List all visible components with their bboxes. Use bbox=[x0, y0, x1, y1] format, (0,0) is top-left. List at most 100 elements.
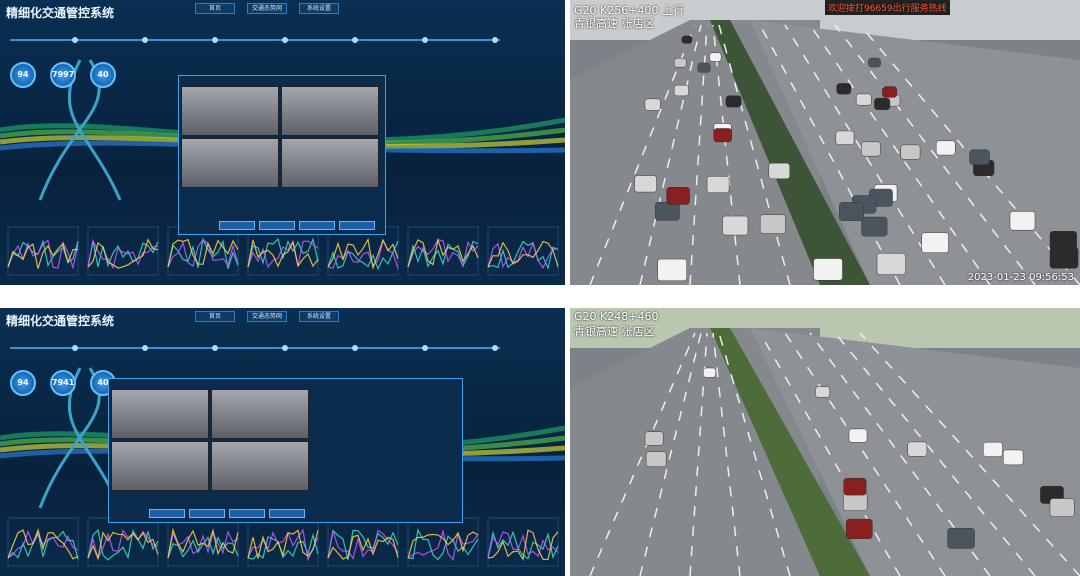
lane-line bbox=[859, 332, 1080, 576]
timeline-node bbox=[212, 37, 218, 43]
vehicle bbox=[861, 216, 888, 237]
camera-view: G20 K256+400 上行 青银高速 张店区 欢迎拨打96659出行服务热线 20… bbox=[570, 0, 1080, 285]
vehicle bbox=[848, 428, 868, 443]
vehicle bbox=[983, 441, 1003, 457]
vehicle bbox=[969, 149, 990, 165]
lane-line bbox=[718, 332, 791, 576]
stat-circle: 40 bbox=[90, 62, 116, 88]
action-button[interactable] bbox=[219, 221, 255, 230]
vehicle bbox=[768, 162, 790, 180]
vehicle bbox=[813, 258, 843, 281]
nav-tab[interactable]: 首页 bbox=[195, 3, 235, 14]
action-button[interactable] bbox=[259, 221, 295, 230]
vehicle bbox=[843, 492, 868, 511]
mini-chart-frame bbox=[407, 226, 479, 276]
lane-line bbox=[589, 24, 696, 285]
mini-chart-line bbox=[167, 238, 239, 268]
lane-line bbox=[718, 24, 791, 285]
vehicle bbox=[1049, 247, 1079, 269]
mini-chart-line bbox=[407, 528, 479, 562]
mini-chart-line bbox=[247, 239, 319, 268]
mini-chart-line bbox=[327, 529, 399, 560]
timeline-node bbox=[282, 345, 288, 351]
lane-line bbox=[639, 24, 702, 285]
vehicle bbox=[882, 86, 898, 98]
nav-tab[interactable]: 系统设置 bbox=[299, 3, 339, 14]
mini-chart-line bbox=[487, 240, 559, 268]
mini-chart-line bbox=[167, 238, 239, 268]
dashboard-panel: 精细化交通管控系统 首页 交通态势网 系统设置 94 7997 40 bbox=[0, 0, 565, 285]
mini-chart-frame bbox=[407, 517, 479, 567]
mini-chart-line bbox=[327, 241, 399, 271]
nav-tab[interactable]: 交通态势网 bbox=[247, 311, 287, 322]
lane-line bbox=[712, 332, 741, 576]
mini-chart-frame bbox=[167, 517, 239, 567]
vehicle bbox=[673, 57, 687, 68]
mini-chart-line bbox=[87, 238, 159, 270]
vehicle bbox=[644, 431, 664, 446]
action-button[interactable] bbox=[299, 221, 335, 230]
mini-chart-frame bbox=[327, 517, 399, 567]
camera-road: 青银高速 张店区 bbox=[574, 325, 655, 338]
camera-location: G20 K256+400 上行 bbox=[574, 4, 684, 17]
action-button[interactable] bbox=[339, 221, 375, 230]
mini-chart-line bbox=[487, 531, 559, 559]
lane-line bbox=[589, 332, 696, 576]
vehicle bbox=[654, 201, 680, 221]
mini-chart-line bbox=[407, 531, 479, 559]
mini-chart-line bbox=[247, 237, 319, 268]
mini-chart-line bbox=[407, 528, 479, 561]
mini-chart-line bbox=[7, 530, 79, 560]
mini-chart-frame bbox=[87, 226, 159, 276]
video-thumbnail bbox=[281, 86, 379, 136]
action-button[interactable] bbox=[189, 509, 225, 518]
mini-chart-line bbox=[87, 238, 159, 269]
mini-chart-frame bbox=[487, 517, 559, 567]
timeline-node bbox=[492, 345, 498, 351]
lane-line bbox=[859, 24, 1080, 285]
video-thumbnail bbox=[111, 441, 209, 491]
nav-tab[interactable]: 系统设置 bbox=[299, 311, 339, 322]
action-button[interactable] bbox=[149, 509, 185, 518]
camera-timestamp: 2023-01-23 09:56:53 bbox=[967, 272, 1074, 283]
vehicle bbox=[843, 478, 867, 496]
mini-chart-line bbox=[407, 237, 479, 268]
timeline-node bbox=[422, 37, 428, 43]
mini-chart-line bbox=[487, 529, 559, 562]
stat-circle: 94 bbox=[10, 62, 36, 88]
vehicle bbox=[759, 214, 786, 234]
action-button[interactable] bbox=[269, 509, 305, 518]
service-banner: 欢迎拨打96659出行服务热线 bbox=[825, 0, 950, 15]
lane-line bbox=[759, 24, 901, 285]
lane-line bbox=[759, 332, 901, 576]
action-button[interactable] bbox=[229, 509, 265, 518]
timeline-node bbox=[282, 37, 288, 43]
mini-chart-line bbox=[87, 531, 159, 561]
vehicle bbox=[634, 175, 657, 193]
vehicle bbox=[657, 258, 687, 282]
stat-circle: 7997 bbox=[50, 62, 76, 88]
timeline-node bbox=[72, 345, 78, 351]
vehicle bbox=[836, 83, 852, 95]
vehicle bbox=[861, 141, 881, 157]
mini-chart-line bbox=[87, 528, 159, 561]
vehicle bbox=[947, 527, 975, 549]
video-thumbnail bbox=[211, 441, 309, 491]
lane-line bbox=[809, 24, 991, 285]
mini-chart-line bbox=[7, 528, 79, 560]
timeline-node bbox=[142, 345, 148, 351]
vehicle bbox=[900, 144, 921, 160]
stat-circle: 94 bbox=[10, 370, 36, 396]
mini-chart-line bbox=[167, 530, 239, 559]
mini-chart-line bbox=[407, 239, 479, 268]
mini-chart-line bbox=[7, 242, 79, 269]
nav-tab[interactable]: 首页 bbox=[195, 311, 235, 322]
vehicle bbox=[868, 57, 881, 68]
vehicle bbox=[697, 62, 711, 73]
vehicle bbox=[855, 93, 872, 106]
vehicle bbox=[907, 441, 928, 457]
vehicle bbox=[1049, 498, 1075, 517]
vehicle bbox=[835, 130, 855, 145]
timeline-node bbox=[352, 37, 358, 43]
nav-tab[interactable]: 交通态势网 bbox=[247, 3, 287, 14]
